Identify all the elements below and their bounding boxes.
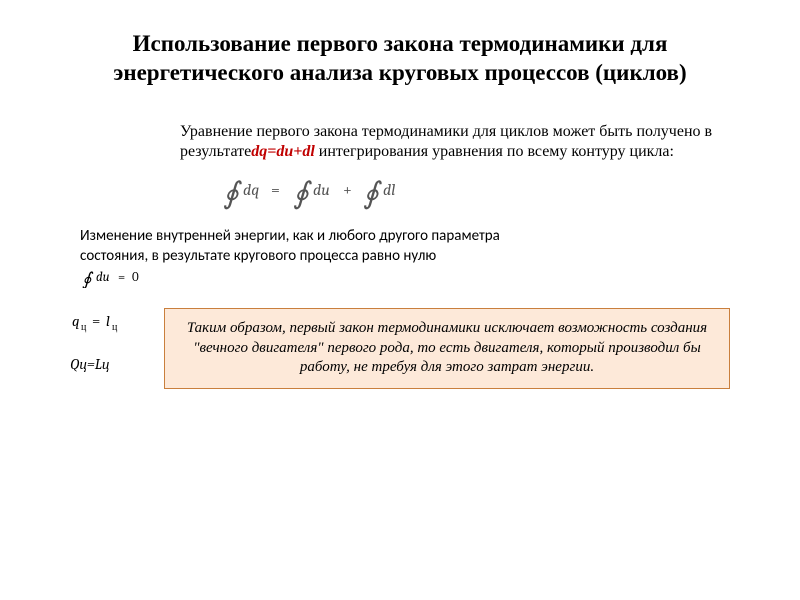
svg-text:=: = bbox=[118, 270, 125, 285]
svg-text:dq: dq bbox=[243, 181, 259, 199]
mid-text: Изменение внутренней энергии, как и любо… bbox=[80, 227, 500, 265]
svg-text:∮: ∮ bbox=[293, 176, 312, 211]
para-red-formula: dq=du+dl bbox=[251, 143, 315, 160]
svg-text:∮: ∮ bbox=[223, 176, 242, 211]
para-suffix: интегрирования уравнения по всему контур… bbox=[319, 143, 674, 160]
svg-text:=: = bbox=[271, 181, 280, 199]
svg-text:∮: ∮ bbox=[82, 269, 94, 288]
callout-box: Таким образом, первый закон термодинамик… bbox=[164, 308, 730, 389]
mid-inline-eq: ∮ du = 0 bbox=[80, 268, 150, 286]
paragraph-block: Уравнение первого закона термодинамики д… bbox=[180, 122, 720, 164]
bottom-row: q ц = l ц Qц=Lц Таким образом, первый за… bbox=[70, 308, 760, 389]
svg-text:=: = bbox=[92, 312, 100, 330]
svg-text:+: + bbox=[343, 181, 352, 199]
svg-text:l: l bbox=[106, 312, 110, 330]
svg-text:q: q bbox=[72, 312, 80, 330]
svg-text:du: du bbox=[96, 270, 110, 285]
svg-text:du: du bbox=[313, 181, 330, 199]
left-equations: q ц = l ц Qц=Lц bbox=[70, 311, 140, 385]
svg-text:ц: ц bbox=[112, 321, 118, 333]
eq-Qc-Lc: Qц=Lц bbox=[70, 349, 140, 379]
svg-text:ц: ц bbox=[81, 321, 87, 333]
main-equation: ∮ dq = ∮ du + ∮ dl bbox=[215, 169, 760, 213]
svg-text:∮: ∮ bbox=[363, 176, 382, 211]
eq-qc-lc: q ц = l ц bbox=[70, 311, 140, 343]
svg-text:0: 0 bbox=[132, 270, 139, 285]
mid-paragraph: Изменение внутренней энергии, как и любо… bbox=[80, 227, 500, 288]
paragraph-text: Уравнение первого закона термодинамики д… bbox=[180, 122, 720, 164]
slide-title: Использование первого закона термодинами… bbox=[40, 30, 760, 88]
svg-text:dl: dl bbox=[383, 181, 395, 199]
